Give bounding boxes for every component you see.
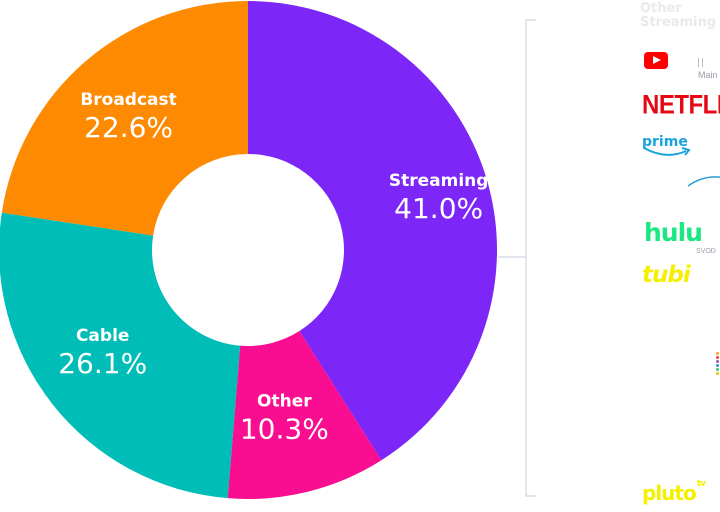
slice-cable xyxy=(0,212,241,499)
netflix-logo: NETFLIX xyxy=(642,90,720,121)
slice-value-broadcast: 22.6% xyxy=(84,111,173,144)
slice-value-streaming: 41.0% xyxy=(394,192,483,225)
streaming-bracket xyxy=(498,19,536,497)
arc-logo-icon xyxy=(687,176,720,187)
youtube-main-icon xyxy=(698,58,703,67)
slice-broadcast xyxy=(1,1,249,236)
youtube-main-label: Main xyxy=(698,70,718,80)
donut-slices xyxy=(0,1,497,499)
slice-label-streaming: Streaming xyxy=(389,171,489,191)
tubi-logo: tubi xyxy=(642,262,691,288)
slice-label-cable: Cable xyxy=(76,326,129,346)
prime-smile-icon xyxy=(643,147,691,156)
slice-value-cable: 26.1% xyxy=(58,347,147,380)
hulu-svod-label: SVOD xyxy=(696,248,716,255)
slice-streaming xyxy=(248,1,497,461)
other-streaming-panel: Other Streaming Main NETFLIX prime hulu … xyxy=(636,0,720,512)
other-streaming-heading: Other Streaming xyxy=(640,1,717,30)
slice-label-other: Other xyxy=(257,391,312,411)
pluto-tv-logo: plutotv xyxy=(642,479,706,505)
youtube-icon xyxy=(644,52,668,69)
slice-value-other: 10.3% xyxy=(240,412,329,445)
slice-other xyxy=(227,331,382,499)
slice-label-broadcast: Broadcast xyxy=(80,90,176,110)
dots-logo-icon xyxy=(716,352,719,376)
prime-video-logo: prime xyxy=(642,134,688,150)
hulu-logo: hulu xyxy=(644,218,703,247)
